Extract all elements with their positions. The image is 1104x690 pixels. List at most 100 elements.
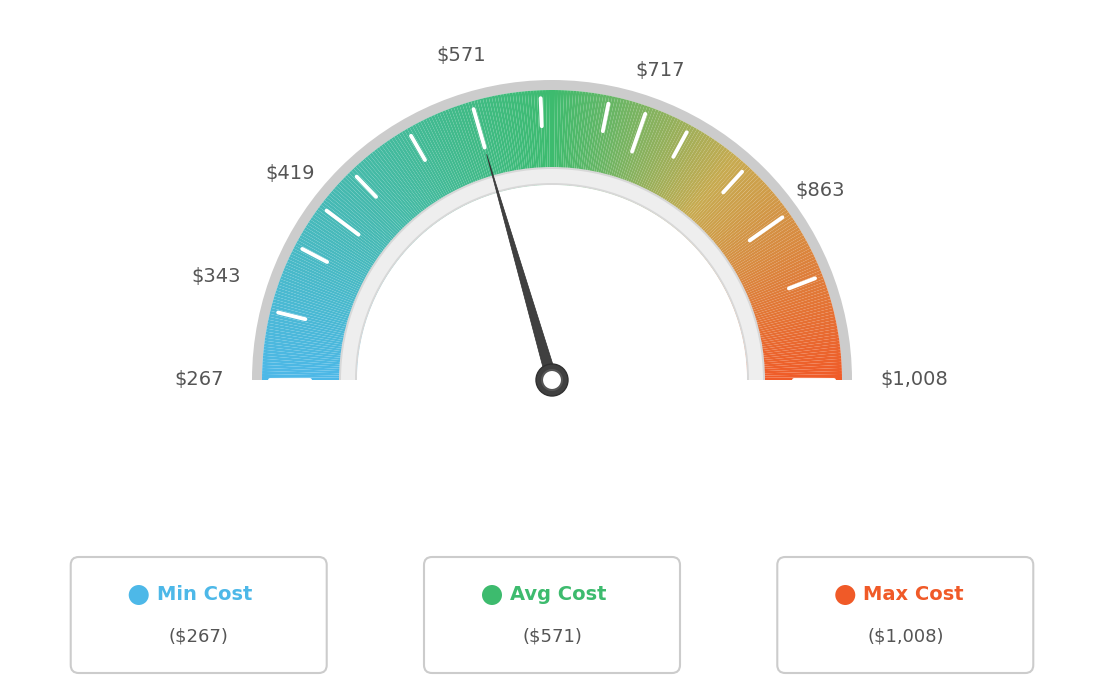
Wedge shape — [474, 100, 501, 193]
Wedge shape — [396, 134, 449, 215]
Wedge shape — [477, 99, 503, 192]
Wedge shape — [554, 90, 559, 185]
Wedge shape — [534, 90, 542, 186]
Wedge shape — [314, 212, 393, 268]
Wedge shape — [651, 130, 702, 213]
Wedge shape — [606, 101, 636, 193]
Wedge shape — [341, 169, 763, 380]
Text: Max Cost: Max Cost — [863, 586, 964, 604]
Wedge shape — [728, 254, 815, 297]
Wedge shape — [744, 328, 838, 348]
Wedge shape — [634, 117, 676, 204]
Circle shape — [836, 585, 856, 605]
Wedge shape — [349, 170, 417, 241]
Wedge shape — [718, 227, 800, 279]
Wedge shape — [332, 188, 406, 253]
Text: $1,008: $1,008 — [880, 371, 947, 389]
Wedge shape — [272, 305, 363, 331]
Wedge shape — [421, 120, 465, 206]
Wedge shape — [358, 162, 423, 235]
Text: ($1,008): ($1,008) — [867, 628, 944, 646]
Wedge shape — [272, 302, 364, 330]
Wedge shape — [454, 106, 488, 197]
Circle shape — [482, 585, 502, 605]
Wedge shape — [384, 142, 440, 221]
Wedge shape — [287, 259, 374, 301]
Wedge shape — [279, 279, 369, 314]
Wedge shape — [664, 142, 720, 221]
Wedge shape — [686, 168, 753, 239]
Wedge shape — [266, 326, 360, 346]
Wedge shape — [581, 93, 597, 188]
Wedge shape — [486, 97, 509, 190]
Wedge shape — [304, 227, 386, 279]
Wedge shape — [735, 282, 826, 316]
Wedge shape — [480, 99, 506, 191]
Wedge shape — [317, 207, 395, 266]
Wedge shape — [740, 299, 831, 328]
Text: ($571): ($571) — [522, 628, 582, 646]
Wedge shape — [618, 107, 654, 197]
Wedge shape — [616, 106, 650, 197]
Wedge shape — [423, 119, 467, 206]
Wedge shape — [689, 172, 757, 242]
Wedge shape — [519, 92, 532, 186]
Wedge shape — [608, 102, 639, 194]
Wedge shape — [635, 117, 678, 204]
Wedge shape — [426, 117, 469, 204]
Wedge shape — [339, 181, 410, 248]
Wedge shape — [275, 290, 367, 322]
Circle shape — [542, 370, 562, 390]
Wedge shape — [322, 200, 400, 261]
Wedge shape — [434, 114, 475, 202]
Wedge shape — [264, 344, 359, 357]
Wedge shape — [700, 190, 774, 254]
Wedge shape — [746, 359, 841, 368]
Wedge shape — [283, 270, 371, 308]
Wedge shape — [364, 157, 427, 231]
Wedge shape — [744, 326, 838, 346]
Wedge shape — [637, 119, 681, 206]
Wedge shape — [273, 299, 364, 328]
Wedge shape — [702, 195, 777, 257]
Wedge shape — [268, 317, 362, 339]
Wedge shape — [725, 248, 811, 293]
Wedge shape — [742, 317, 836, 339]
Wedge shape — [723, 240, 808, 288]
Wedge shape — [298, 237, 382, 286]
Wedge shape — [629, 114, 670, 202]
Polygon shape — [212, 380, 892, 690]
Wedge shape — [285, 265, 373, 304]
Wedge shape — [745, 346, 840, 359]
Wedge shape — [677, 157, 740, 231]
Wedge shape — [698, 188, 772, 253]
Wedge shape — [678, 159, 742, 233]
Wedge shape — [694, 181, 765, 248]
Wedge shape — [745, 337, 839, 353]
Wedge shape — [583, 94, 601, 188]
Wedge shape — [443, 110, 480, 199]
Text: $717: $717 — [636, 61, 686, 80]
Wedge shape — [574, 92, 588, 186]
Wedge shape — [671, 151, 732, 227]
Wedge shape — [353, 166, 420, 238]
Wedge shape — [516, 92, 530, 186]
Wedge shape — [296, 240, 381, 288]
Text: $267: $267 — [174, 371, 224, 389]
Wedge shape — [746, 350, 841, 362]
Wedge shape — [733, 273, 822, 310]
Wedge shape — [564, 90, 573, 186]
Wedge shape — [708, 205, 785, 264]
Wedge shape — [646, 126, 694, 210]
Wedge shape — [730, 262, 818, 302]
Wedge shape — [410, 126, 458, 210]
Wedge shape — [724, 243, 809, 290]
Wedge shape — [465, 102, 496, 194]
Wedge shape — [252, 80, 852, 380]
Wedge shape — [389, 139, 444, 219]
Wedge shape — [745, 344, 840, 357]
Wedge shape — [747, 377, 842, 380]
Wedge shape — [512, 92, 528, 187]
Wedge shape — [503, 94, 521, 188]
Wedge shape — [471, 101, 500, 193]
